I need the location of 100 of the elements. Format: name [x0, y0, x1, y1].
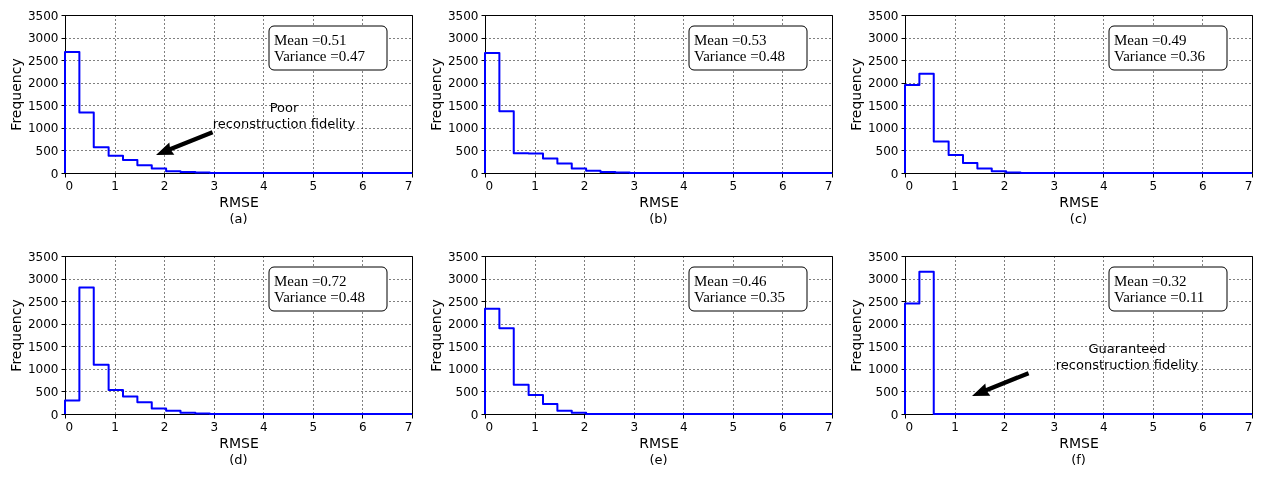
- y-tick-label: 3000: [447, 31, 479, 46]
- x-tick-label: 5: [309, 419, 318, 434]
- y-axis-title: Frequency: [427, 58, 444, 131]
- text: (f): [1071, 452, 1086, 467]
- x-tick-label: 4: [259, 178, 268, 193]
- y-tick-label: 500: [35, 384, 59, 399]
- x-tick-label: 6: [359, 178, 367, 193]
- x-axis-title: RMSE: [639, 193, 679, 210]
- x-tick-label: 3: [1050, 419, 1059, 434]
- y-tick-label: 3500: [447, 8, 479, 23]
- y-tick-label: 1000: [867, 362, 899, 377]
- x-tick-label: 3: [630, 419, 639, 434]
- x-axis-title: RMSE: [219, 193, 259, 210]
- x-tick-label: 1: [111, 419, 119, 434]
- x-tick-label: 1: [111, 178, 119, 193]
- x-tick-label: 2: [580, 178, 589, 193]
- y-tick-label: 2000: [867, 317, 899, 332]
- x-tick-label: 0: [485, 178, 494, 193]
- x-tick-label: 7: [404, 419, 413, 434]
- x-tick-label: 4: [259, 419, 268, 434]
- annotation: Variance =0.47: [274, 48, 366, 64]
- x-tick-label: 2: [580, 419, 589, 434]
- y-tick-label: 0: [50, 166, 59, 181]
- x-tick-label: 2: [1000, 178, 1009, 193]
- annotation: Mean =0.32: [1114, 273, 1187, 289]
- x-axis-title: RMSE: [219, 434, 259, 451]
- x-axis-title: RMSE: [1059, 434, 1099, 451]
- x-tick-label: 7: [404, 178, 413, 193]
- y-tick-label: 500: [875, 143, 899, 158]
- y-tick-label: 2500: [447, 294, 479, 309]
- y-tick-label: 1000: [867, 121, 899, 136]
- y-tick-label: 500: [875, 384, 899, 399]
- y-tick-label: 0: [890, 166, 899, 181]
- x-tick-label: 0: [65, 419, 74, 434]
- y-tick-label: 1500: [27, 339, 59, 354]
- y-tick-label: 2500: [27, 294, 59, 309]
- text: (c): [1069, 211, 1088, 226]
- y-tick-label: 3000: [867, 272, 899, 287]
- y-tick-label: 2000: [27, 76, 59, 91]
- y-tick-label: 1000: [27, 121, 59, 136]
- x-tick-label: 4: [679, 178, 688, 193]
- y-tick-label: 3000: [447, 272, 479, 287]
- x-tick-label: 2: [160, 419, 169, 434]
- y-tick-label: 3500: [867, 8, 899, 23]
- y-tick-label: 1000: [27, 362, 59, 377]
- y-tick-label: 1000: [447, 121, 479, 136]
- text: (d): [229, 452, 248, 467]
- x-tick-label: 3: [210, 419, 219, 434]
- y-tick-label: 2000: [867, 76, 899, 91]
- x-tick-label: 5: [729, 419, 738, 434]
- y-tick-label: 0: [470, 166, 479, 181]
- y-tick-label: 2000: [447, 76, 479, 91]
- annotation: Mean =0.49: [1114, 32, 1187, 48]
- annotation: Mean =0.51: [274, 32, 347, 48]
- x-tick-label: 6: [1199, 419, 1207, 434]
- x-axis-title: RMSE: [639, 434, 679, 451]
- y-axis-title: Frequency: [847, 299, 864, 372]
- x-tick-label: 0: [65, 178, 74, 193]
- y-tick-label: 3500: [27, 249, 59, 264]
- x-tick-label: 3: [1050, 178, 1059, 193]
- y-tick-label: 1000: [447, 362, 479, 377]
- x-tick-label: 7: [1244, 178, 1253, 193]
- annotation: Guaranteed reconstruction fidelity: [1055, 341, 1199, 372]
- x-tick-label: 4: [679, 419, 688, 434]
- y-tick-label: 1500: [447, 339, 479, 354]
- y-tick-label: 500: [455, 143, 479, 158]
- x-tick-label: 1: [951, 419, 959, 434]
- x-tick-label: 0: [905, 178, 914, 193]
- y-tick-label: 2500: [867, 53, 899, 68]
- text: (a): [229, 211, 248, 226]
- y-tick-label: 1500: [867, 98, 899, 113]
- x-tick-label: 4: [1099, 419, 1108, 434]
- y-axis-title: Frequency: [847, 58, 864, 131]
- y-tick-label: 3000: [27, 31, 59, 46]
- y-tick-label: 0: [890, 407, 899, 422]
- x-tick-label: 7: [824, 178, 833, 193]
- y-tick-label: 2500: [447, 53, 479, 68]
- x-tick-label: 3: [630, 178, 639, 193]
- y-tick-label: 2000: [27, 317, 59, 332]
- x-tick-label: 2: [1000, 419, 1009, 434]
- x-tick-label: 1: [951, 178, 959, 193]
- y-tick-label: 1500: [27, 98, 59, 113]
- x-tick-label: 5: [309, 178, 318, 193]
- annotation: Mean =0.72: [274, 273, 347, 289]
- y-tick-label: 2500: [867, 294, 899, 309]
- x-tick-label: 0: [485, 419, 494, 434]
- x-tick-label: 0: [905, 419, 914, 434]
- y-tick-label: 500: [455, 384, 479, 399]
- annotation: Mean =0.53: [694, 32, 767, 48]
- y-tick-label: 3500: [867, 249, 899, 264]
- x-tick-label: 5: [1149, 419, 1158, 434]
- annotation: Variance =0.35: [694, 289, 785, 305]
- annotation: Mean =0.46: [694, 273, 768, 289]
- x-tick-label: 2: [160, 178, 169, 193]
- y-tick-label: 3000: [867, 31, 899, 46]
- x-tick-label: 7: [1244, 419, 1253, 434]
- annotation: Variance =0.48: [274, 289, 365, 305]
- y-axis-title: Frequency: [7, 58, 24, 131]
- annotation: Variance =0.11: [1114, 289, 1205, 305]
- y-tick-label: 0: [50, 407, 59, 422]
